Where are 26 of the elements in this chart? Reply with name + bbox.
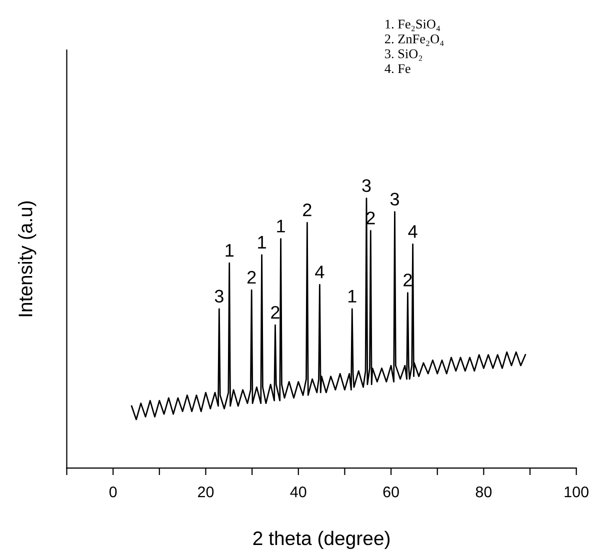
annotation: 2 <box>404 274 412 286</box>
annotation: 1 <box>277 220 285 232</box>
text: 3. SiO₂ <box>385 49 422 61</box>
annotation: 3 <box>390 192 399 206</box>
x-tick-label: 20 <box>198 486 214 498</box>
annotation: 2 <box>303 204 312 216</box>
annotation: 1 <box>348 290 356 302</box>
annotation: 3 <box>362 179 371 192</box>
x-tick-label: 80 <box>476 486 492 498</box>
x-tick-label: 60 <box>383 486 399 498</box>
annotation: 1 <box>258 236 266 248</box>
annotation: 3 <box>214 290 224 303</box>
annotation: 4 <box>408 225 418 238</box>
x-tick-label: 0 <box>109 486 117 498</box>
annotation: 1 <box>226 244 234 257</box>
annotation: 2 <box>366 212 375 224</box>
text: 1. Fe₂SiO₄ <box>386 20 440 32</box>
annotation: 2 <box>271 306 280 319</box>
annotation: 4 <box>315 266 324 278</box>
x-tick-label: 40 <box>290 486 306 498</box>
y-axis-title: Intensity (a.u) <box>18 201 36 316</box>
x-tick-label: 100 <box>564 486 588 498</box>
x-axis-title: 2 theta (degree) <box>253 530 390 550</box>
text: 4. Fe <box>384 64 410 74</box>
text: 2. ZnFe₂O₄ <box>385 34 444 46</box>
annotation: 2 <box>247 270 256 284</box>
